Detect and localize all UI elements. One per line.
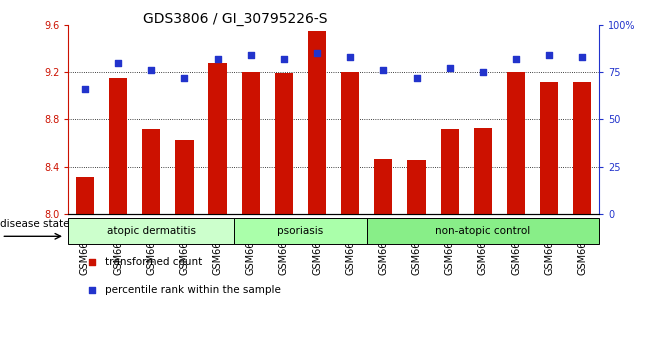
Point	[146, 67, 156, 73]
Point	[411, 75, 422, 81]
Bar	[142, 129, 160, 214]
Point	[245, 52, 256, 58]
Bar	[234, 218, 367, 244]
Bar	[507, 72, 525, 214]
Bar	[408, 160, 426, 214]
Bar	[574, 81, 592, 214]
Point	[445, 65, 455, 71]
Point	[87, 287, 97, 293]
Point	[511, 56, 521, 62]
Point	[544, 52, 555, 58]
Text: atopic dermatitis: atopic dermatitis	[107, 226, 196, 236]
Bar	[175, 139, 193, 214]
Bar	[474, 128, 492, 214]
Bar	[208, 63, 227, 214]
Point	[279, 56, 289, 62]
Point	[478, 69, 488, 75]
Bar	[242, 72, 260, 214]
Bar	[308, 31, 326, 214]
Bar	[540, 81, 559, 214]
Point	[378, 67, 389, 73]
Point	[79, 86, 90, 92]
Text: transformed count: transformed count	[105, 257, 202, 267]
Text: percentile rank within the sample: percentile rank within the sample	[105, 285, 281, 295]
Bar	[76, 177, 94, 214]
Bar	[275, 73, 293, 214]
Bar	[68, 218, 234, 244]
Point	[113, 60, 123, 65]
Text: disease state: disease state	[0, 219, 70, 229]
Bar	[109, 78, 127, 214]
Bar	[367, 218, 599, 244]
Text: non-atopic control: non-atopic control	[436, 226, 531, 236]
Point	[179, 75, 189, 81]
Point	[87, 259, 97, 265]
Text: psoriasis: psoriasis	[277, 226, 324, 236]
Bar	[441, 129, 459, 214]
Bar	[374, 159, 393, 214]
Text: GDS3806 / GI_30795226-S: GDS3806 / GI_30795226-S	[143, 12, 327, 27]
Point	[312, 50, 322, 56]
Point	[212, 56, 223, 62]
Point	[577, 54, 588, 60]
Bar	[341, 72, 359, 214]
Point	[345, 54, 355, 60]
